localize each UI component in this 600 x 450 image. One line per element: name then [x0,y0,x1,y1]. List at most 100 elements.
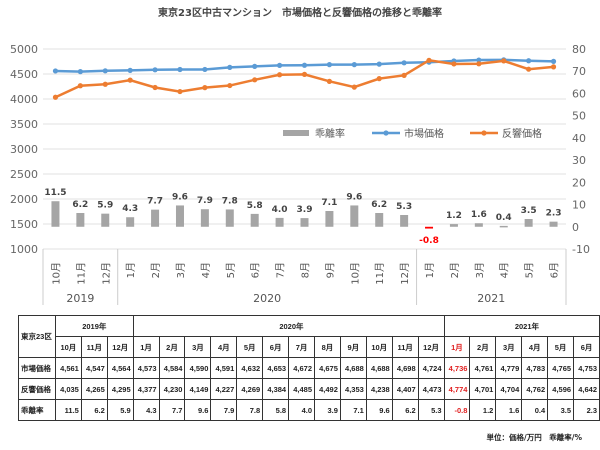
table-cell: 4,596 [547,378,575,400]
data-table: 東京23区 2019年 2020年 2021年 10月 11月 12月 1月 2月 3月 4月 5月 6… [18,315,600,421]
rate-bar [524,219,533,227]
table-cell: 5月 [236,336,264,358]
series-point [77,69,83,75]
right-tick-label: 70 [572,65,586,78]
series-point [426,57,432,63]
table-cell: 4,783 [521,357,549,379]
year-label: 2021 [477,292,505,305]
table-cell: 4,724 [417,357,445,379]
table-cell: 3.5 [547,399,575,421]
table-cell: 4,642 [573,378,600,400]
series-point [476,61,482,67]
rate-data-label: 5.8 [247,201,263,211]
table-cell: 4,632 [236,357,264,379]
rate-bar [275,217,284,227]
series-point [52,94,59,100]
table-cell: 4,407 [391,378,419,400]
table-cell: 4,238 [365,378,393,400]
rate-bar [76,213,85,227]
table-cell: 7.1 [339,399,367,421]
left-tick-label: 4500 [10,68,38,81]
table-cell: 7.9 [210,399,238,421]
table-cell: 5.9 [106,399,134,421]
rate-data-label: -0.8 [419,236,439,246]
rate-data-label: 6.2 [72,200,88,210]
rate-data-label: 7.9 [197,196,213,206]
month-label: 3月 [175,262,187,278]
series-point [301,62,308,68]
left-tick-label: 3000 [10,143,38,156]
table-cell: 4,736 [443,357,471,379]
series-point [326,78,333,84]
table-cell: 0.4 [521,399,549,421]
rate-bar [375,213,384,227]
table-cell: 4,384 [262,378,290,400]
legend-label: 反響価格 [502,127,542,140]
series-point [177,88,183,95]
table-cell: 5.8 [262,399,290,421]
right-tick-label: 40 [572,132,586,145]
month-label: 2月 [150,262,162,278]
table-cell: 10月 [54,336,82,358]
right-tick-label: 30 [572,154,586,167]
rate-data-label: 0.4 [496,213,512,223]
table-row: 反響価格 4,035 4,265 4,295 4,377 4,230 4,149 4,227 4… [18,378,600,400]
rate-bar [200,209,209,227]
table-cell: 5月 [547,336,575,358]
table-cell: 4,590 [184,357,212,379]
series-point [252,63,258,69]
table-cell: 4,774 [443,378,471,400]
rate-bar [449,224,458,227]
unit-note: 単位：価格/万円 乖離率/% [486,433,583,442]
month-label: 2月 [449,262,461,278]
table-cell: 4,149 [184,378,212,400]
rate-data-label: 9.6 [172,192,188,202]
table-cell: 12月 [417,336,445,358]
table-cell: 3.9 [314,399,341,421]
table-cell: 6月 [573,336,600,358]
left-tick-label: 1000 [10,243,38,256]
month-label: 10月 [50,262,62,285]
rate-bar [126,217,135,227]
table-cell: 4,753 [573,357,600,379]
table-cell: 4,561 [54,357,82,379]
table-cell: 4,295 [106,378,134,400]
rate-data-label: 1.2 [446,211,462,221]
table-cell: 4,230 [158,378,186,400]
table-cell: 4,227 [210,378,238,400]
series-point [476,57,482,63]
table-cell: 12月 [106,336,134,358]
table-cell: 4,688 [365,357,393,379]
series-point [550,58,557,64]
year-label: 2019 [66,292,94,305]
series-point [351,84,357,90]
right-tick-label: 80 [572,43,586,56]
rate-bar [325,211,334,227]
series-point [77,83,83,89]
table-cell: 7月 [288,336,315,358]
rate-data-label: 5.9 [97,201,113,211]
rate-data-label: 5.3 [396,202,412,212]
series-point [102,81,108,87]
table-cell: 4,701 [469,378,497,400]
table-cell: 7.7 [158,399,186,421]
right-tick-label: 10 [572,199,586,212]
table-cell: 11.5 [54,399,82,421]
table-cell: 11月 [80,336,108,358]
table-cell: 4,779 [495,357,523,379]
table-cell: 4,353 [339,378,367,400]
table-cell: 4,675 [314,357,341,379]
rate-data-label: 3.5 [521,206,537,216]
table-cell: 4,573 [132,357,160,379]
table-cell: 4,765 [547,357,575,379]
table-cell: 4,698 [391,357,419,379]
rate-bar [175,205,184,227]
month-label: 6月 [250,262,262,278]
rate-bar [51,201,60,227]
table-cell: 4,672 [288,357,315,379]
right-tick-label: 60 [572,87,586,100]
chart-title: 東京23区中古マンション 市場価格と反響価格の推移と乖離率 [158,6,442,19]
series-point [202,85,208,91]
table-cell: 4,377 [132,378,160,400]
series-point [102,68,108,74]
